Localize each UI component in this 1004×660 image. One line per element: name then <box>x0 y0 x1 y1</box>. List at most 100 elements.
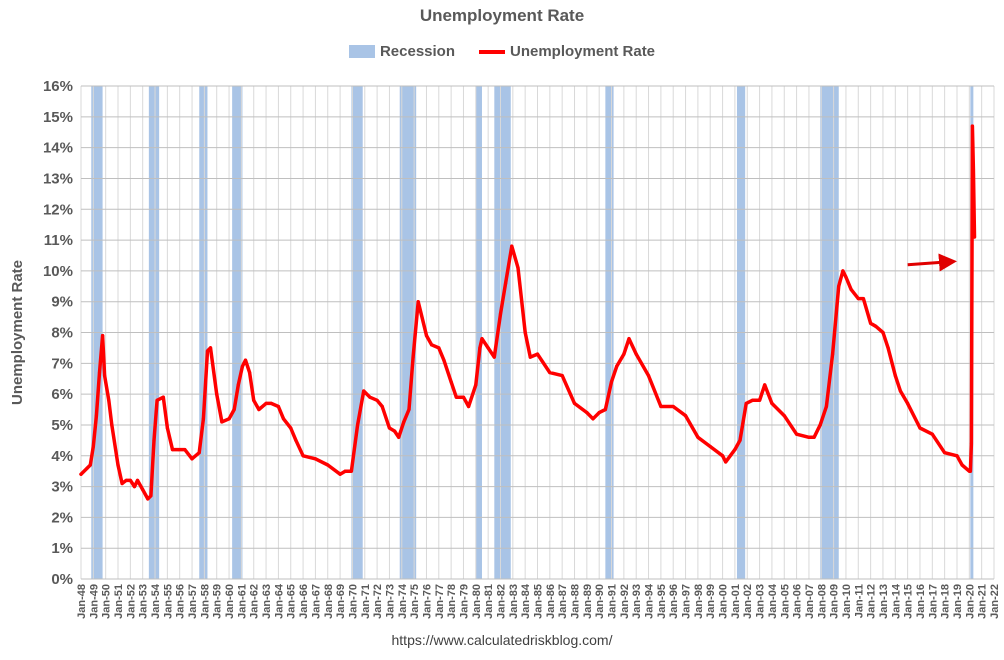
data-point <box>128 478 132 482</box>
data-point <box>622 352 626 356</box>
data-point <box>971 167 976 171</box>
data-point <box>844 275 848 279</box>
data-point <box>313 457 318 461</box>
data-point <box>190 457 194 461</box>
x-tick-label-74: Jan-22 <box>989 584 1001 619</box>
x-tick-label-8: Jan-56 <box>175 584 187 619</box>
x-tick-label-66: Jan-14 <box>890 583 902 619</box>
x-tick-label-32: Jan-80 <box>471 584 483 619</box>
data-point <box>240 364 245 368</box>
x-tick-label-15: Jan-63 <box>261 584 273 619</box>
data-point <box>724 460 728 464</box>
x-tick-label-1: Jan-49 <box>88 584 100 619</box>
x-tick-label-70: Jan-18 <box>940 584 952 619</box>
x-tick-label-42: Jan-90 <box>594 584 606 619</box>
data-point <box>757 398 762 402</box>
data-point <box>201 417 205 421</box>
data-point <box>430 343 434 347</box>
data-point <box>824 404 829 409</box>
data-point <box>560 374 564 378</box>
data-point <box>149 494 153 498</box>
data-point <box>103 374 107 378</box>
data-point <box>368 395 372 399</box>
data-point <box>970 124 975 128</box>
x-tick-label-44: Jan-92 <box>619 584 631 619</box>
data-point <box>794 432 799 436</box>
x-tick-label-0: Jan-48 <box>76 584 88 619</box>
data-point <box>498 312 503 316</box>
data-point <box>480 337 484 341</box>
x-tick-label-73: Jan-21 <box>977 584 989 619</box>
y-tick-label-0: 0% <box>51 571 73 588</box>
data-point <box>294 438 298 442</box>
data-point <box>930 432 934 436</box>
data-point <box>898 389 903 393</box>
x-tick-label-6: Jan-54 <box>150 583 162 619</box>
x-tick-label-30: Jan-78 <box>446 584 458 619</box>
data-point <box>146 497 150 501</box>
x-tick-label-38: Jan-86 <box>545 584 557 619</box>
data-point <box>349 469 354 473</box>
data-point <box>220 420 224 424</box>
data-point <box>355 423 360 427</box>
x-tick-label-17: Jan-65 <box>286 584 298 619</box>
chart-title: Unemployment Rate <box>419 6 585 25</box>
data-point <box>528 355 532 359</box>
x-tick-label-11: Jan-59 <box>212 584 224 619</box>
x-tick-label-40: Jan-88 <box>570 584 582 619</box>
data-point <box>585 411 589 415</box>
data-point <box>893 374 897 378</box>
data-point <box>264 401 268 405</box>
data-point <box>972 235 977 239</box>
legend-swatch-recession <box>348 45 375 58</box>
data-point <box>215 392 219 396</box>
x-tick-label-61: Jan-09 <box>829 584 841 619</box>
data-point <box>609 380 614 384</box>
data-point <box>411 355 415 359</box>
data-point <box>955 454 959 458</box>
data-point <box>634 352 638 356</box>
data-point <box>478 346 482 350</box>
data-point <box>177 447 181 452</box>
x-tick-label-68: Jan-16 <box>915 584 927 619</box>
x-tick-label-13: Jan-61 <box>236 584 248 619</box>
data-point <box>461 395 466 399</box>
data-point <box>375 398 379 402</box>
x-tick-label-59: Jan-07 <box>804 584 816 619</box>
x-tick-label-64: Jan-12 <box>866 584 878 619</box>
data-point <box>523 330 527 335</box>
data-point <box>135 478 140 482</box>
data-point <box>110 423 114 427</box>
data-point <box>161 395 165 399</box>
data-point <box>733 447 737 452</box>
data-point <box>141 488 145 492</box>
x-tick-label-18: Jan-66 <box>298 584 310 619</box>
data-point <box>152 438 156 442</box>
data-point <box>818 423 822 427</box>
data-point <box>289 426 293 430</box>
x-tick-label-9: Jan-57 <box>187 584 199 619</box>
data-point <box>407 407 411 412</box>
y-tick-label-5: 5% <box>51 417 73 434</box>
y-tick-label-10: 10% <box>43 263 73 280</box>
x-tick-label-56: Jan-04 <box>767 583 779 619</box>
x-tick-label-52: Jan-00 <box>718 584 730 619</box>
y-tick-label-11: 11% <box>44 232 73 249</box>
data-point <box>856 297 860 301</box>
data-point <box>807 435 811 439</box>
series-line-unemployment-rate <box>79 124 977 501</box>
y-tick-label-8: 8% <box>51 325 73 342</box>
legend-label-recession: Recession <box>379 43 455 60</box>
data-point <box>708 444 712 449</box>
x-tick-label-28: Jan-76 <box>421 584 433 619</box>
data-point <box>960 463 964 467</box>
data-point <box>841 269 845 273</box>
data-point <box>155 398 159 402</box>
data-point <box>720 454 725 458</box>
y-tick-label-16: 16% <box>43 78 73 95</box>
legend-label-unemployment-rate: Unemployment Rate <box>510 43 656 60</box>
data-point <box>627 337 631 341</box>
data-point <box>659 404 663 409</box>
x-tick-label-2: Jan-50 <box>101 584 113 619</box>
x-tick-label-72: Jan-20 <box>964 584 976 619</box>
